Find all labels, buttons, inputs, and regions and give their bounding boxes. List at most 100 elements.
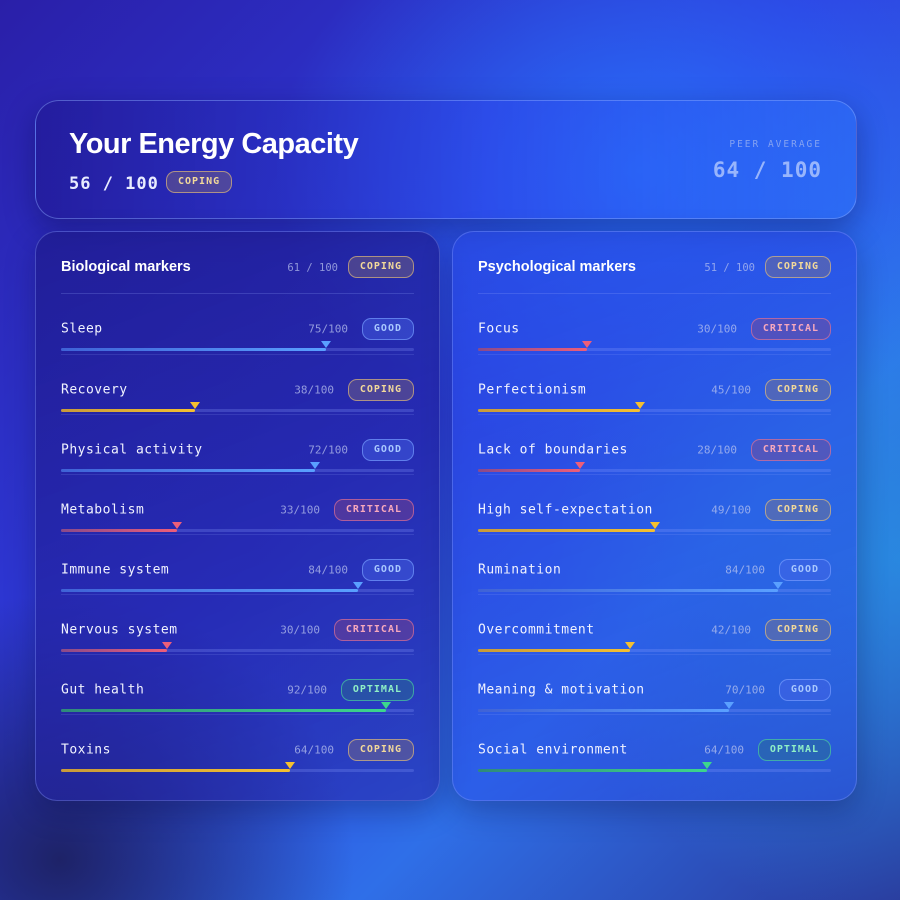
status-badge: COPING (764, 499, 831, 521)
progress-fill (61, 469, 315, 472)
progress-fill (478, 409, 640, 412)
psychological-markers-panel: Psychological markers 51 / 100 COPING Fo… (452, 231, 857, 801)
progress-marker-icon (635, 402, 645, 409)
marker-value: 30/100 (697, 322, 737, 336)
progress-track (478, 582, 831, 592)
status-badge: COPING (764, 256, 831, 278)
marker-row-nervous-system: Nervous system 30/100 CRITICAL (61, 594, 414, 654)
progress-marker-icon (162, 642, 172, 649)
overall-status-badge: COPING (166, 171, 233, 193)
status-badge: COPING (764, 379, 831, 401)
progress-fill (478, 649, 630, 652)
marker-row-rumination: Rumination 84/100 GOOD (478, 534, 831, 594)
progress-marker-icon (190, 402, 200, 409)
progress-track (61, 642, 414, 652)
marker-status: CRITICAL (750, 439, 831, 461)
marker-row-lack-of-boundaries: Lack of boundaries 28/100 CRITICAL (478, 414, 831, 474)
marker-value: 38/100 (294, 383, 334, 397)
marker-row-high-self-expectation: High self-expectation 49/100 COPING (478, 474, 831, 534)
marker-status: CRITICAL (333, 619, 414, 641)
peer-average-value: 64 / 100 (712, 158, 822, 182)
progress-track (61, 702, 414, 712)
marker-label: Social environment (478, 742, 628, 758)
marker-row-overcommitment: Overcommitment 42/100 COPING (478, 594, 831, 654)
marker-status: COPING (764, 499, 831, 521)
marker-value: 45/100 (711, 383, 751, 397)
marker-row-perfectionism: Perfectionism 45/100 COPING (478, 354, 831, 414)
marker-label: Physical activity (61, 442, 203, 458)
marker-status: OPTIMAL (340, 679, 414, 701)
progress-track (61, 522, 414, 532)
marker-list: Sleep 75/100 GOOD Recovery 38/100 COPING Physi… (61, 294, 414, 774)
marker-value: 72/100 (308, 443, 348, 457)
status-badge: GOOD (778, 559, 831, 581)
progress-marker-icon (702, 762, 712, 769)
progress-marker-icon (582, 341, 592, 348)
status-badge: GOOD (361, 559, 414, 581)
marker-label: Gut health (61, 682, 145, 698)
marker-row-recovery: Recovery 38/100 COPING (61, 354, 414, 414)
status-badge: COPING (347, 256, 414, 278)
marker-value: 28/100 (697, 443, 737, 457)
panel-title: Biological markers (61, 259, 191, 275)
progress-marker-icon (650, 522, 660, 529)
progress-fill (61, 348, 326, 351)
marker-label: Meaning & motivation (478, 682, 645, 698)
marker-value: 75/100 (308, 322, 348, 336)
panel-header: Biological markers 61 / 100 COPING (36, 232, 439, 294)
progress-track (478, 762, 831, 772)
progress-track (61, 341, 414, 351)
marker-row-gut-health: Gut health 92/100 OPTIMAL (61, 654, 414, 714)
marker-status: GOOD (361, 439, 414, 461)
marker-row-meaning-and-motivation: Meaning & motivation 70/100 GOOD (478, 654, 831, 714)
status-badge: OPTIMAL (757, 739, 831, 761)
progress-marker-icon (172, 522, 182, 529)
progress-marker-icon (575, 462, 585, 469)
progress-fill (478, 769, 707, 772)
marker-value: 30/100 (280, 623, 320, 637)
marker-label: Lack of boundaries (478, 442, 628, 458)
marker-list: Focus 30/100 CRITICAL Perfectionism 45/100 CO… (478, 294, 831, 774)
status-badge: GOOD (361, 318, 414, 340)
progress-fill (478, 348, 587, 351)
progress-track (478, 642, 831, 652)
marker-value: 64/100 (704, 743, 744, 757)
marker-label: Focus (478, 321, 520, 337)
marker-label: Recovery (61, 382, 128, 398)
progress-marker-icon (381, 702, 391, 709)
marker-label: Metabolism (61, 502, 145, 518)
progress-marker-icon (353, 582, 363, 589)
progress-fill (478, 469, 580, 472)
panel-score: 61 / 100 (287, 262, 338, 274)
status-badge: GOOD (361, 439, 414, 461)
status-badge: CRITICAL (750, 318, 831, 340)
marker-value: 64/100 (294, 743, 334, 757)
marker-label: Rumination (478, 562, 562, 578)
marker-status: CRITICAL (333, 499, 414, 521)
marker-label: Overcommitment (478, 622, 595, 638)
marker-label: Sleep (61, 321, 103, 337)
panel-score: 51 / 100 (704, 262, 755, 274)
marker-row-metabolism: Metabolism 33/100 CRITICAL (61, 474, 414, 534)
progress-fill (478, 709, 729, 712)
marker-status: COPING (764, 379, 831, 401)
progress-marker-icon (625, 642, 635, 649)
marker-status: COPING (347, 379, 414, 401)
marker-status: GOOD (361, 318, 414, 340)
status-badge: CRITICAL (333, 499, 414, 521)
marker-status: GOOD (361, 559, 414, 581)
progress-track (61, 402, 414, 412)
peer-average-label: PEER AVERAGE (729, 139, 822, 150)
progress-marker-icon (310, 462, 320, 469)
progress-track (478, 341, 831, 351)
marker-value: 84/100 (308, 563, 348, 577)
marker-status: OPTIMAL (757, 739, 831, 761)
marker-label: Nervous system (61, 622, 178, 638)
progress-fill (61, 769, 290, 772)
marker-status: COPING (347, 739, 414, 761)
marker-value: 33/100 (280, 503, 320, 517)
progress-track (478, 462, 831, 472)
status-badge: COPING (347, 739, 414, 761)
progress-track (478, 402, 831, 412)
divider (478, 293, 831, 294)
